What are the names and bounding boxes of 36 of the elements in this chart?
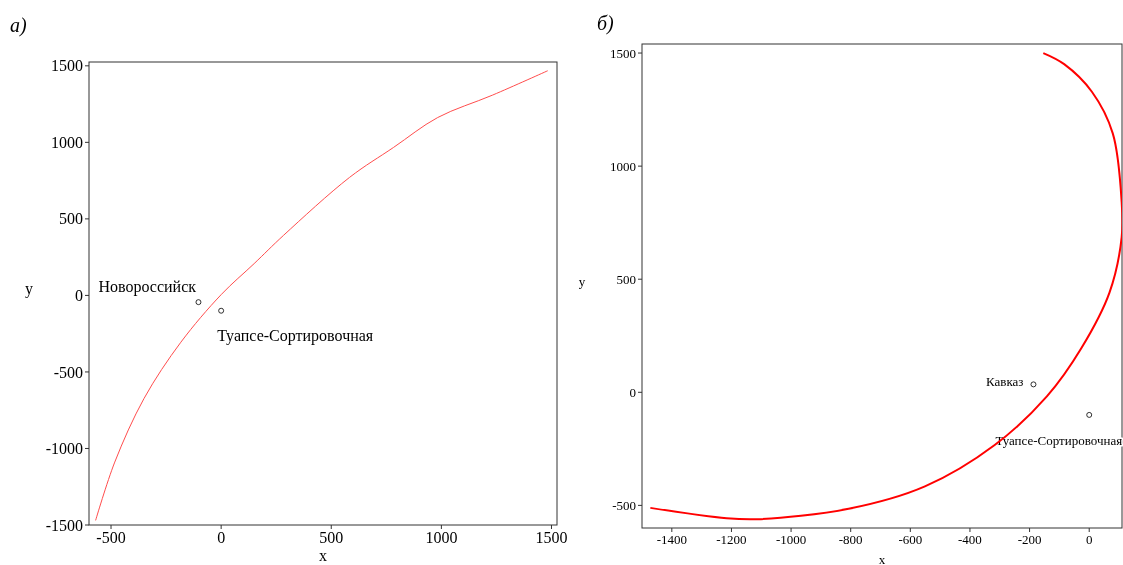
line-series bbox=[95, 70, 549, 521]
x-tick-label: 1000 bbox=[425, 529, 458, 547]
x-tick-label: -1200 bbox=[716, 531, 747, 547]
y-tick-label: 0 bbox=[75, 287, 83, 305]
x-tick-label: -500 bbox=[96, 529, 126, 547]
y-tick-label: 1000 bbox=[610, 158, 636, 174]
x-tick-label: 500 bbox=[319, 529, 344, 547]
x-axis-title: x bbox=[319, 547, 327, 564]
x-tick-label: -400 bbox=[958, 531, 982, 547]
x-tick-label: 0 bbox=[1085, 531, 1093, 547]
y-tick-label: 1500 bbox=[610, 45, 636, 61]
chart-title: а) bbox=[10, 14, 27, 37]
x-axis-title: x bbox=[878, 552, 886, 565]
x-tick-label: 0 bbox=[217, 529, 226, 547]
x-tick-label: -200 bbox=[1017, 531, 1042, 547]
x-tick-label: 1500 bbox=[535, 529, 568, 547]
annotation: Туапсе-Сортировочная bbox=[217, 326, 374, 345]
y-tick-label: -500 bbox=[612, 497, 636, 513]
annotation: Новороссийск bbox=[98, 278, 197, 297]
y-tick-label: 0 bbox=[629, 384, 636, 400]
line-series bbox=[649, 52, 1122, 521]
x-tick-label: -600 bbox=[898, 531, 923, 547]
x-tick-label: -1400 bbox=[656, 531, 687, 547]
y-tick-label: 500 bbox=[59, 210, 83, 228]
chart-title: б) bbox=[597, 12, 615, 35]
y-tick-label: 500 bbox=[616, 271, 636, 287]
x-tick-label: -1000 bbox=[775, 531, 807, 547]
y-tick-label: -500 bbox=[53, 363, 83, 381]
y-tick-label: 1500 bbox=[51, 57, 83, 75]
x-tick-label: -800 bbox=[838, 531, 863, 547]
y-tick-label: 1000 bbox=[51, 133, 83, 151]
y-axis-title: y bbox=[25, 279, 33, 298]
y-axis-title: y bbox=[578, 274, 586, 289]
annotation: Кавказ bbox=[986, 374, 1024, 390]
y-tick-label: -1500 bbox=[45, 516, 83, 534]
y-tick-label: -1000 bbox=[45, 440, 83, 458]
